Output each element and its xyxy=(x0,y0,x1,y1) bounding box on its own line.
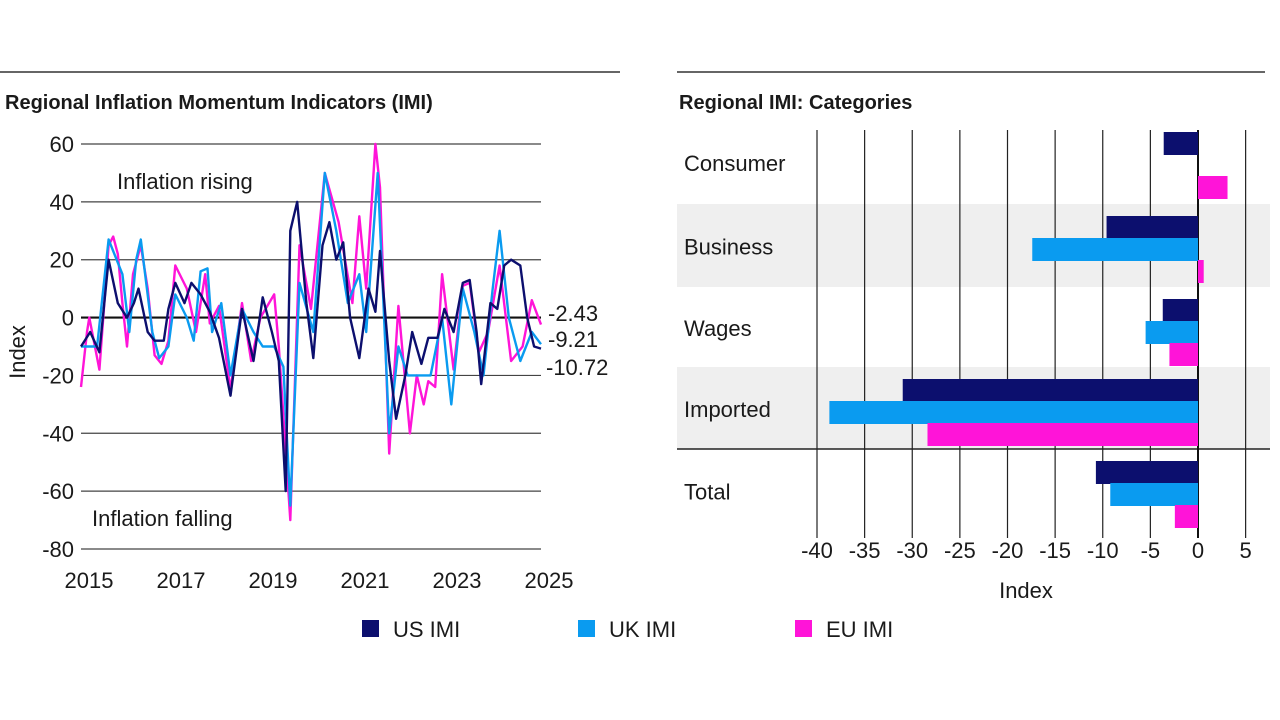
bar-us-consumer xyxy=(1163,132,1198,155)
x-tick-label: -25 xyxy=(944,538,976,563)
series-line-uk xyxy=(81,171,542,507)
x-tick-label: 2021 xyxy=(341,568,390,593)
y-tick-label: -40 xyxy=(42,421,74,446)
category-label: Wages xyxy=(684,316,752,341)
x-tick-label: -5 xyxy=(1141,538,1161,563)
bar-eu-total xyxy=(1174,505,1198,528)
annotation-rising: Inflation rising xyxy=(117,169,253,194)
bar-eu-wages xyxy=(1169,343,1198,366)
x-tick-label: -15 xyxy=(1039,538,1071,563)
bar-eu-imported xyxy=(927,423,1198,446)
category-label: Total xyxy=(684,480,730,505)
bar-eu-consumer xyxy=(1198,176,1228,199)
bar-us-business xyxy=(1106,216,1198,239)
legend-label-eu: EU IMI xyxy=(826,617,893,642)
x-tick-label: -35 xyxy=(849,538,881,563)
legend-swatch-us xyxy=(362,620,379,637)
line-chart-title: Regional Inflation Momentum Indicators (… xyxy=(5,92,433,114)
end-label-uk: -9.21 xyxy=(548,327,598,352)
x-tick-label: -40 xyxy=(801,538,833,563)
legend-swatch-eu xyxy=(795,620,812,637)
category-label: Business xyxy=(684,235,773,260)
bar-us-wages xyxy=(1162,299,1198,322)
x-tick-label: -10 xyxy=(1087,538,1119,563)
bar-uk-total xyxy=(1110,483,1198,506)
legend-label-uk: UK IMI xyxy=(609,617,676,642)
bar-uk-imported xyxy=(829,401,1198,424)
end-label-eu: -2.43 xyxy=(548,301,598,326)
series-line-us xyxy=(79,200,542,493)
legend: US IMI UK IMI EU IMI xyxy=(362,617,893,642)
y-tick-label: -60 xyxy=(42,479,74,504)
y-tick-label: 0 xyxy=(62,306,74,331)
y-tick-label: -80 xyxy=(42,537,74,562)
bar-uk-business xyxy=(1032,238,1198,261)
legend-swatch-uk xyxy=(578,620,595,637)
x-tick-label: 2019 xyxy=(249,568,298,593)
bar-uk-wages xyxy=(1145,321,1198,344)
line-chart-ylabel: Index xyxy=(5,325,30,379)
legend-label-us: US IMI xyxy=(393,617,460,642)
y-tick-label: 20 xyxy=(50,248,74,273)
end-label-us: -10.72 xyxy=(546,355,608,380)
x-tick-label: 2015 xyxy=(65,568,114,593)
line-chart-grid: 60 40 20 0 -20 -40 -60 -80 2015 2017 2019 2021 2023 2… xyxy=(42,132,573,593)
bar-chart-title: Regional IMI: Categories xyxy=(679,92,912,114)
x-tick-label: 2017 xyxy=(157,568,206,593)
x-tick-label: -20 xyxy=(992,538,1024,563)
bar-us-total xyxy=(1095,461,1198,484)
annotation-falling: Inflation falling xyxy=(92,506,233,531)
category-label: Imported xyxy=(684,397,771,422)
bar-us-imported xyxy=(902,379,1198,402)
bar-chart-bars xyxy=(829,132,1228,528)
x-tick-label: -30 xyxy=(896,538,928,563)
line-chart-series xyxy=(79,142,543,522)
bar-chart-xlabel: Index xyxy=(999,578,1053,603)
y-tick-label: -20 xyxy=(42,363,74,388)
x-tick-label: 2025 xyxy=(525,568,574,593)
bar-eu-business xyxy=(1198,260,1204,283)
y-tick-label: 40 xyxy=(50,190,74,215)
y-tick-label: 60 xyxy=(50,132,74,157)
x-tick-label: 0 xyxy=(1192,538,1204,563)
x-tick-label: 2023 xyxy=(433,568,482,593)
category-label: Consumer xyxy=(684,151,785,176)
x-tick-label: 5 xyxy=(1240,538,1252,563)
